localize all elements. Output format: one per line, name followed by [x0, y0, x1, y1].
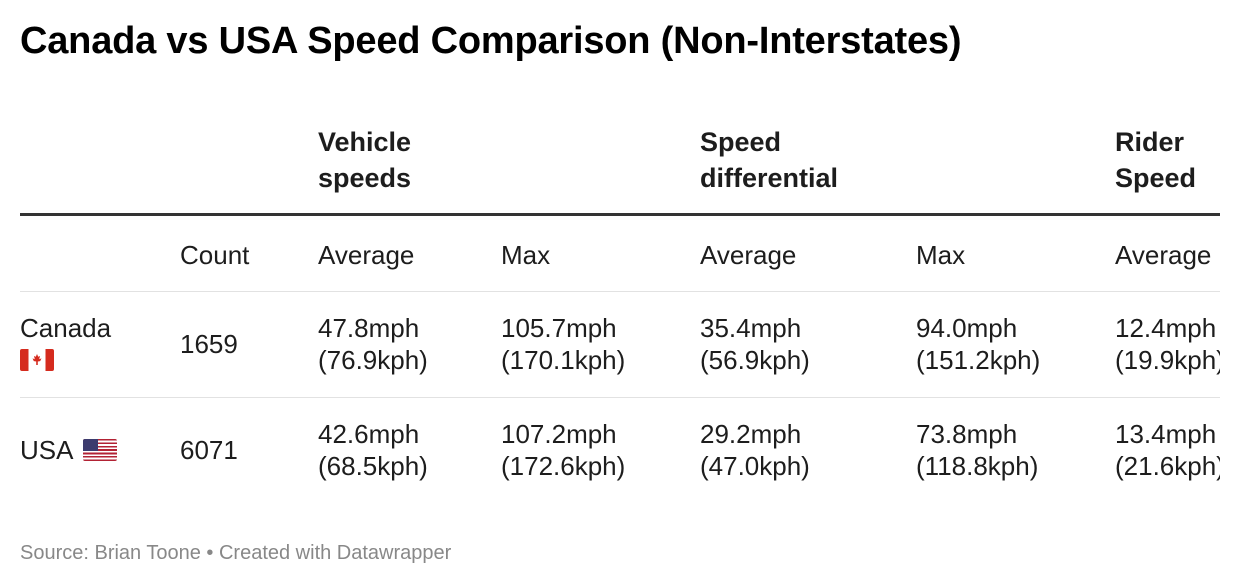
mph-value: 12.4mph: [1115, 313, 1217, 343]
vehicle-max-cell: 107.2mph (172.6kph): [501, 418, 625, 482]
kph-value: (19.9kph): [1115, 345, 1220, 375]
mph-value: 105.7mph: [501, 313, 617, 343]
comparison-table: Vehicle speeds Speed differential Rider …: [20, 124, 1220, 504]
mph-value: 94.0mph: [916, 313, 1018, 343]
kph-value: (68.5kph): [318, 451, 428, 481]
mph-value: 73.8mph: [916, 419, 1018, 449]
kph-value: (76.9kph): [318, 345, 428, 375]
kph-value: (118.8kph): [916, 451, 1039, 481]
mph-value: 42.6mph: [318, 419, 420, 449]
column-header-differential-max: Max: [916, 240, 966, 270]
group-header-line: Vehicle: [318, 127, 412, 157]
country-name: Canada: [20, 313, 112, 343]
group-header-line: Speed: [1115, 163, 1197, 193]
canada-flag-icon: [20, 349, 54, 371]
group-header-line: differential: [700, 163, 839, 193]
mph-value: 13.4mph: [1115, 419, 1217, 449]
rider-average-cell: 12.4mph (19.9kph): [1115, 312, 1220, 376]
count-cell: 1659: [180, 329, 238, 359]
source-footer: Source: Brian Toone • Created with Dataw…: [20, 542, 452, 564]
row-divider: [20, 397, 1220, 398]
group-header-rider-speed: Rider Speed: [1115, 124, 1196, 196]
header-divider: [20, 213, 1220, 216]
kph-value: (56.9kph): [700, 345, 810, 375]
kph-value: (172.6kph): [501, 451, 626, 481]
group-header-line: speeds: [318, 163, 412, 193]
column-header-count: Count: [180, 240, 250, 270]
country-cell: Canada: [20, 312, 111, 376]
rider-average-cell: 13.4mph (21.6kph): [1115, 418, 1220, 482]
kph-value: (151.2kph): [916, 345, 1041, 375]
kph-value: (21.6kph): [1115, 451, 1220, 481]
usa-flag-icon: [83, 439, 118, 461]
differential-average-cell: 29.2mph (47.0kph): [700, 418, 810, 482]
count-cell: 6071: [180, 435, 238, 465]
differential-max-cell: 94.0mph (151.2kph): [916, 312, 1040, 376]
column-header-rider-average: Average: [1115, 240, 1212, 270]
country-name: USA: [20, 435, 74, 465]
column-header-differential-average: Average: [700, 240, 797, 270]
vehicle-average-cell: 47.8mph (76.9kph): [318, 312, 428, 376]
vehicle-max-cell: 105.7mph (170.1kph): [501, 312, 625, 376]
mph-value: 47.8mph: [318, 313, 420, 343]
column-header-vehicle-average: Average: [318, 240, 415, 270]
column-header-vehicle-max: Max: [501, 240, 551, 270]
row-divider: [20, 291, 1220, 292]
country-cell: USA: [20, 434, 118, 466]
vehicle-average-cell: 42.6mph (68.5kph): [318, 418, 428, 482]
group-header-speed-differential: Speed differential: [700, 124, 838, 196]
group-header-line: Rider: [1115, 127, 1185, 157]
kph-value: (170.1kph): [501, 345, 626, 375]
kph-value: (47.0kph): [700, 451, 810, 481]
chart-title: Canada vs USA Speed Comparison (Non-Inte…: [20, 20, 962, 62]
mph-value: 107.2mph: [501, 419, 617, 449]
differential-average-cell: 35.4mph (56.9kph): [700, 312, 810, 376]
group-header-line: Speed: [700, 127, 782, 157]
group-header-vehicle-speeds: Vehicle speeds: [318, 124, 411, 196]
mph-value: 35.4mph: [700, 313, 802, 343]
differential-max-cell: 73.8mph (118.8kph): [916, 418, 1038, 482]
mph-value: 29.2mph: [700, 419, 802, 449]
